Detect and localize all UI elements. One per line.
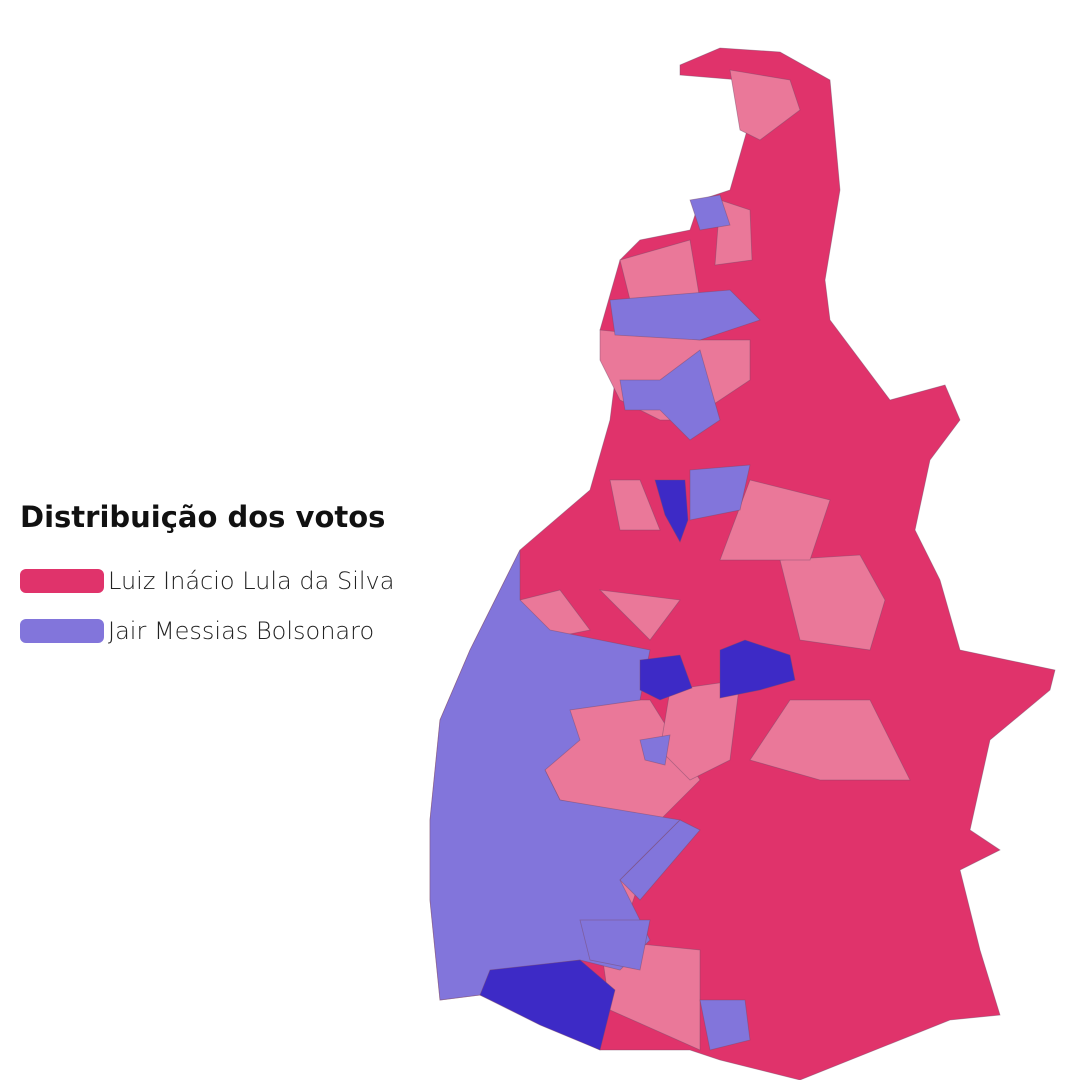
region — [639, 654, 693, 701]
region — [619, 819, 701, 901]
legend-swatch — [20, 569, 104, 593]
legend-swatch — [20, 619, 104, 643]
dark-blue-regions — [479, 479, 796, 1051]
region — [598, 589, 681, 641]
region — [639, 734, 671, 766]
region — [479, 959, 616, 1051]
legend-item: Jair Messias Bolsonaro — [20, 606, 394, 656]
region — [654, 479, 689, 543]
region — [729, 69, 801, 141]
region — [609, 289, 761, 341]
region — [689, 194, 731, 231]
region — [579, 919, 651, 971]
legend: Distribuição dos votos Luiz Inácio Lula … — [20, 500, 394, 656]
legend-label: Luiz Inácio Lula da Silva — [108, 567, 395, 595]
legend-title: Distribuição dos votos — [20, 500, 386, 534]
legend-label: Jair Messias Bolsonaro — [108, 617, 375, 645]
region — [609, 479, 661, 531]
region — [619, 349, 721, 441]
purple-regions — [429, 194, 761, 1051]
region — [699, 999, 751, 1051]
region — [689, 464, 751, 521]
region — [719, 479, 831, 561]
region — [779, 554, 886, 651]
region — [749, 699, 911, 781]
region — [719, 639, 796, 699]
legend-item: Luiz Inácio Lula da Silva — [20, 556, 394, 606]
